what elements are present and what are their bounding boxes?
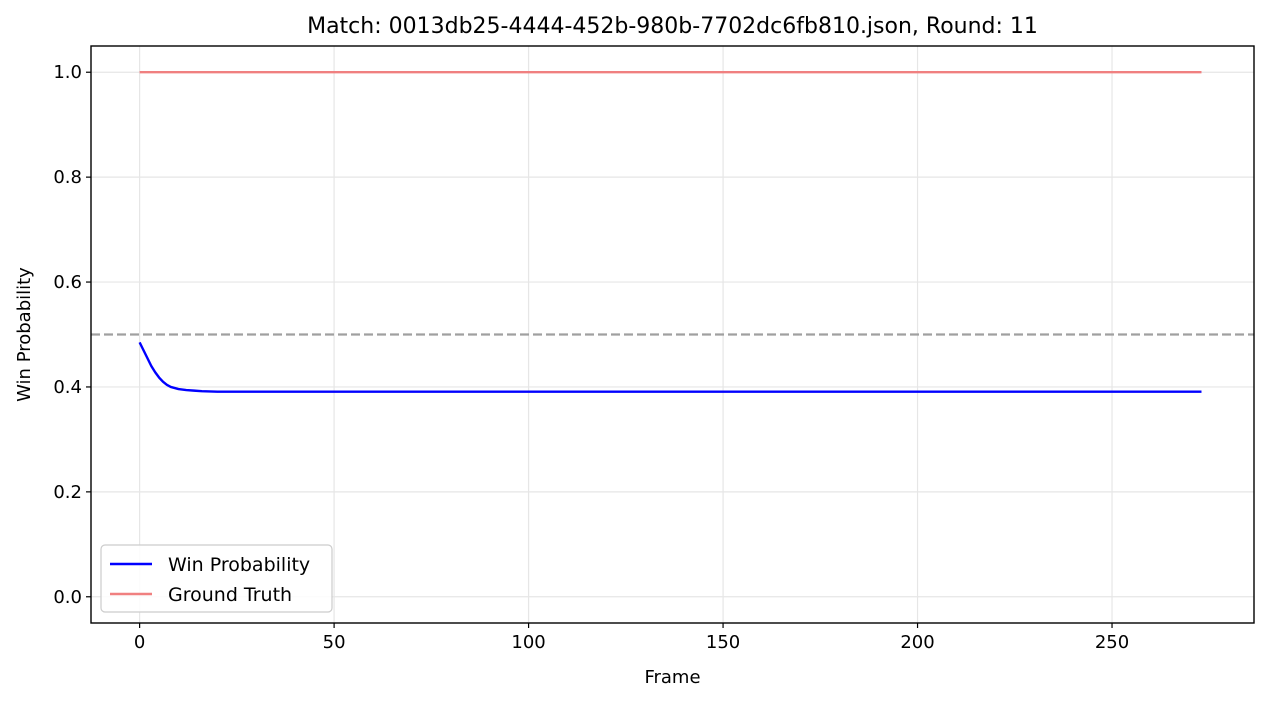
y-tick-label: 1.0: [53, 62, 82, 83]
x-tick-label: 100: [511, 632, 545, 653]
x-tick-label: 150: [706, 632, 740, 653]
legend-label-0: Win Probability: [168, 554, 310, 576]
x-tick-label: 50: [323, 632, 346, 653]
x-axis-label: Frame: [644, 667, 700, 688]
x-tick-label: 250: [1095, 632, 1129, 653]
plot-frame: [90, 45, 1255, 624]
y-tick-label: 0.6: [53, 272, 82, 293]
y-tick-label: 0.4: [53, 377, 82, 398]
series-line-0: [138, 341, 1202, 393]
x-tick-label: 0: [134, 632, 145, 653]
y-tick-label: 0.0: [53, 587, 82, 608]
y-axis-label: Win Probability: [14, 267, 35, 402]
y-tick-label: 0.2: [53, 482, 82, 503]
legend-label-1: Ground Truth: [168, 584, 292, 606]
x-tick-label: 200: [900, 632, 934, 653]
legend-box: [100, 544, 333, 613]
ticks: 0 50 100 150 200 250 0.0 0.2 0.4 0.6 0.8 1.0: [53, 62, 1129, 653]
legend: Win Probability Ground Truth: [100, 544, 333, 613]
y-tick-label: 0.8: [53, 167, 82, 188]
chart-title: Match: 0013db25-4444-452b-980b-7702dc6fb…: [307, 14, 1038, 39]
series-lines: [138, 71, 1202, 393]
